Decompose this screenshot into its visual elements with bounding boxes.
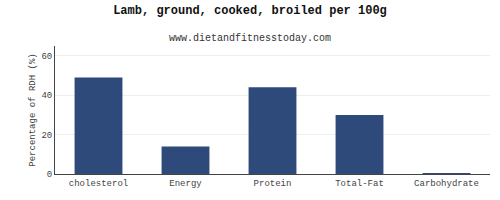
svg-text:Energy: Energy (169, 179, 202, 189)
svg-text:www.dietandfitnesstoday.com: www.dietandfitnesstoday.com (169, 33, 331, 44)
svg-text:cholesterol: cholesterol (69, 179, 128, 189)
svg-text:Carbohydrate: Carbohydrate (414, 179, 479, 189)
svg-text:0: 0 (47, 170, 52, 180)
svg-text:40: 40 (41, 91, 52, 101)
svg-text:Lamb, ground, cooked, broiled: Lamb, ground, cooked, broiled per 100g (113, 4, 387, 18)
svg-text:60: 60 (41, 52, 52, 62)
svg-text:Total-Fat: Total-Fat (335, 179, 384, 189)
svg-text:20: 20 (41, 131, 52, 141)
svg-text:Protein: Protein (254, 179, 292, 189)
svg-text:Percentage of RDH (%): Percentage of RDH (%) (28, 53, 38, 166)
